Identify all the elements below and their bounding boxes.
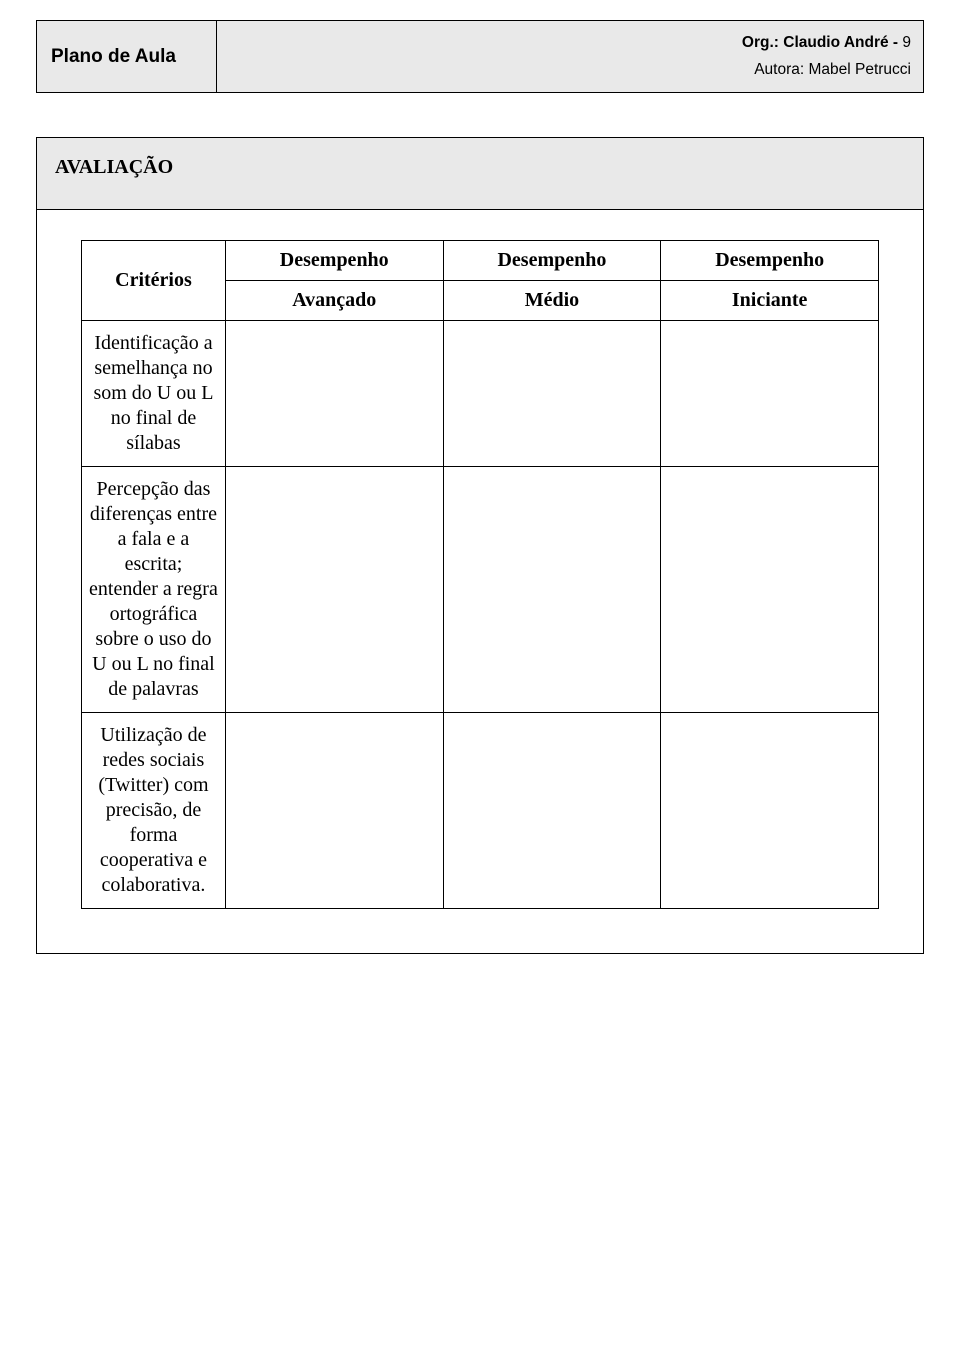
cell-r2-avancado [225,467,443,713]
cell-r3-avancado [225,713,443,909]
autora-line: Autora: Mabel Petrucci [223,57,911,83]
rubric-table: Critérios Desempenho Desempenho Desempen… [81,240,879,909]
col-subheader-medio: Médio [443,281,661,321]
plano-title-cell: Plano de Aula [37,21,217,93]
col-subheader-avancado: Avançado [225,281,443,321]
org-line: Org.: Claudio André - 9 [223,30,911,56]
cell-r1-avancado [225,321,443,467]
org-label: Org.: Claudio André - [742,34,902,51]
header-table: Plano de Aula Org.: Claudio André - 9 Au… [36,20,924,93]
rubric-row-1: Identificação a semelhança no som do U o… [82,321,879,467]
criterion-1: Identificação a semelhança no som do U o… [82,321,226,467]
col-header-desempenho-2: Desempenho [443,241,661,281]
col-header-desempenho-3: Desempenho [661,241,879,281]
page: Plano de Aula Org.: Claudio André - 9 Au… [0,0,960,1346]
col-header-criterios: Critérios [82,241,226,321]
cell-r2-iniciante [661,467,879,713]
avaliacao-section: AVALIAÇÃO Critérios Desempenho Desempenh… [36,137,924,954]
cell-r1-iniciante [661,321,879,467]
col-subheader-iniciante: Iniciante [661,281,879,321]
col-header-desempenho-1: Desempenho [225,241,443,281]
avaliacao-title: AVALIAÇÃO [37,138,923,210]
cell-r1-medio [443,321,661,467]
org-page-number: 9 [902,34,911,51]
header-right-cell: Org.: Claudio André - 9 Autora: Mabel Pe… [217,21,924,93]
rubric-header-row-1: Critérios Desempenho Desempenho Desempen… [82,241,879,281]
cell-r3-iniciante [661,713,879,909]
criterion-2: Percepção das diferenças entre a fala e … [82,467,226,713]
plano-title: Plano de Aula [51,46,176,67]
rubric-row-2: Percepção das diferenças entre a fala e … [82,467,879,713]
rubric-row-3: Utilização de redes sociais (Twitter) co… [82,713,879,909]
cell-r2-medio [443,467,661,713]
cell-r3-medio [443,713,661,909]
criterion-3: Utilização de redes sociais (Twitter) co… [82,713,226,909]
